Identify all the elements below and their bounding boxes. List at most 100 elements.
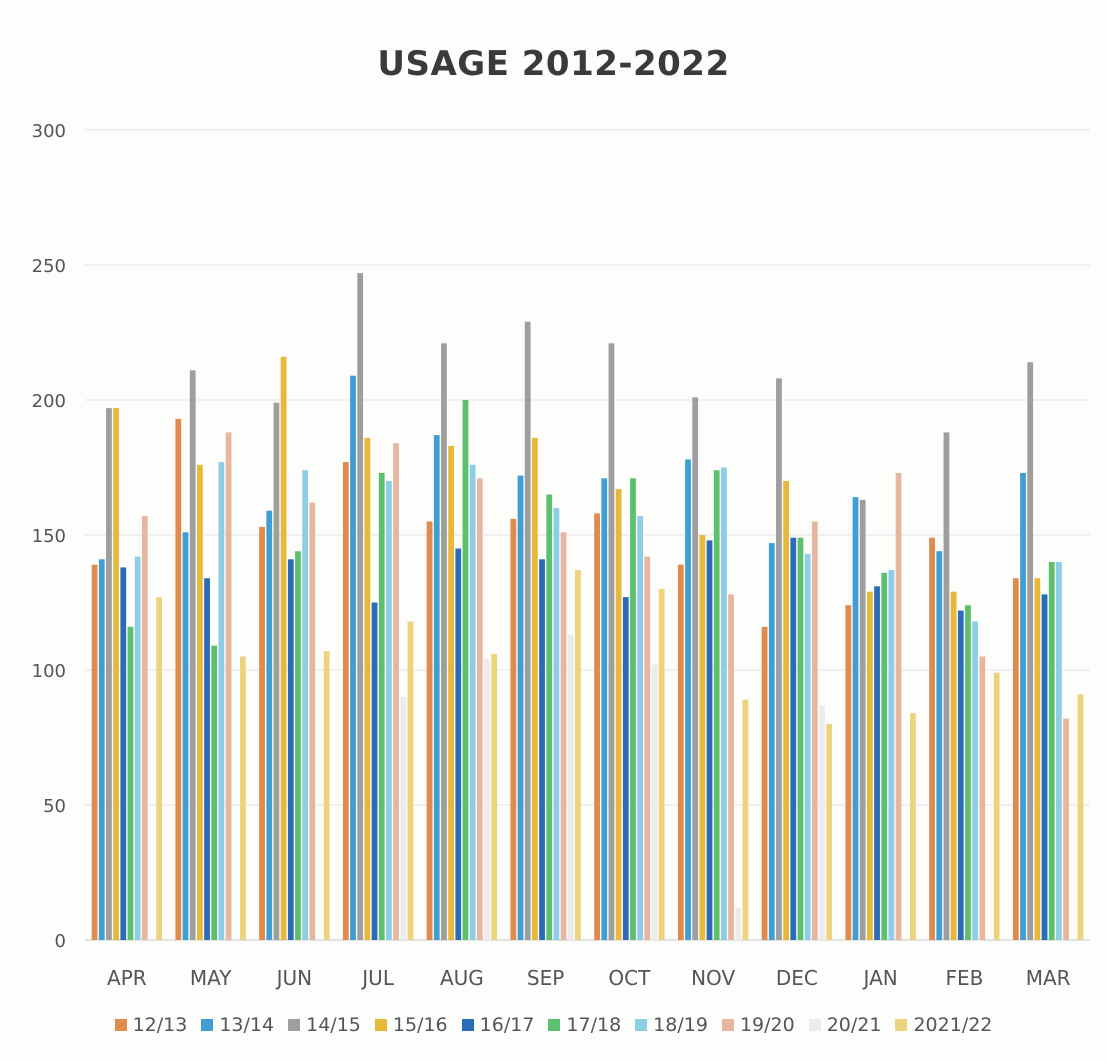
bar-12-13-nov <box>677 564 684 940</box>
bar-17-18-jun <box>295 551 301 940</box>
x-tick-label: NOV <box>691 966 735 990</box>
bar-12-13-apr <box>91 564 98 940</box>
bar-19-20-jul <box>393 443 399 940</box>
bar-12-13-mar <box>1012 578 1019 940</box>
bar-16-17-jan <box>874 586 880 940</box>
bar-15-16-jan <box>866 591 873 940</box>
x-tick-label: APR <box>107 966 147 990</box>
x-tick-label: OCT <box>608 966 651 990</box>
legend-item: 16/17 <box>461 1014 534 1036</box>
bar-19-20-mar <box>1063 718 1069 940</box>
bar-18-19-feb <box>972 621 979 940</box>
bar-13-14-mar <box>1020 472 1026 940</box>
bar-17-18-aug <box>462 400 469 940</box>
bar-18-19-may <box>218 462 225 940</box>
legend-swatch <box>374 1019 387 1031</box>
legend-label: 19/20 <box>739 1014 795 1036</box>
legend-swatch <box>721 1019 734 1031</box>
chart-legend: 12/13 13/14 14/15 15/16 16/17 17/18 18/19 19/20… <box>0 1014 1107 1036</box>
bar-13-14-oct <box>601 478 608 940</box>
legend-label: 14/15 <box>306 1014 361 1036</box>
y-tick-label: 100 <box>32 661 66 682</box>
bar-19-20-sep <box>560 532 567 940</box>
bar-16-17-jul <box>371 602 378 940</box>
bar-13-14-dec <box>768 543 775 940</box>
legend-item: 12/13 <box>114 1014 188 1036</box>
bar-12-13-feb <box>929 537 935 940</box>
bar-13-14-aug <box>433 435 440 940</box>
bar-15-16-oct <box>615 489 622 940</box>
bar-2021-22-oct <box>658 589 665 940</box>
bar-2021-22-dec <box>826 724 833 940</box>
legend-item: 18/19 <box>635 1014 708 1036</box>
bar-13-14-jul <box>350 375 356 940</box>
x-tick-label: JAN <box>862 966 898 990</box>
legend-item: 13/14 <box>201 1014 274 1036</box>
bar-2021-22-apr <box>156 597 163 940</box>
bar-13-14-may <box>182 532 189 940</box>
bar-19-20-aug <box>476 478 483 940</box>
bar-14-15-jun <box>273 402 280 940</box>
bar-18-19-mar <box>1056 562 1062 940</box>
bar-13-14-jun <box>266 510 273 940</box>
bar-15-16-may <box>196 464 203 940</box>
legend-item: 17/18 <box>548 1014 621 1036</box>
bar-16-17-dec <box>790 537 797 940</box>
bar-17-18-feb <box>965 605 971 940</box>
legend-label: 12/13 <box>132 1014 188 1036</box>
bar-2021-22-aug <box>491 653 498 940</box>
legend-swatch <box>114 1019 127 1031</box>
legend-swatch <box>895 1019 908 1031</box>
bar-17-18-nov <box>713 470 720 940</box>
bar-20-21-dec <box>819 705 825 940</box>
legend-swatch <box>461 1019 474 1031</box>
bar-14-15-nov <box>692 397 699 940</box>
bar-18-19-jul <box>386 481 392 940</box>
bar-13-14-apr <box>98 559 105 940</box>
x-tick-label: MAY <box>190 966 232 990</box>
bar-14-15-dec <box>776 378 782 940</box>
legend-label: 15/16 <box>392 1014 448 1036</box>
y-tick-label: 150 <box>32 526 66 547</box>
bar-18-19-dec <box>804 553 811 940</box>
bar-15-16-dec <box>783 481 789 940</box>
legend-swatch <box>635 1019 648 1031</box>
legend-label: 18/19 <box>653 1014 708 1036</box>
bar-18-19-sep <box>553 508 560 940</box>
bar-14-15-oct <box>608 343 615 940</box>
bar-20-21-sep <box>567 634 574 940</box>
bar-18-19-apr <box>134 556 141 940</box>
legend-swatch <box>201 1019 214 1031</box>
bar-20-21-oct <box>651 664 658 940</box>
bar-12-13-aug <box>426 521 433 940</box>
bar-16-17-may <box>204 578 210 940</box>
legend-label: 20/21 <box>826 1014 882 1036</box>
bar-15-16-mar <box>1034 578 1041 940</box>
bar-17-18-oct <box>630 478 636 940</box>
bar-2021-22-jan <box>910 713 916 940</box>
bar-20-21-jul <box>400 697 407 940</box>
bar-17-18-dec <box>797 537 804 940</box>
bar-19-20-apr <box>141 516 148 940</box>
bar-17-18-apr <box>127 626 134 940</box>
bar-15-16-feb <box>950 591 957 940</box>
bar-19-20-may <box>225 432 232 940</box>
bar-2021-22-sep <box>575 570 581 940</box>
bar-14-15-jul <box>357 273 364 941</box>
bar-16-17-nov <box>706 540 713 940</box>
bar-18-19-jun <box>302 470 309 940</box>
bar-17-18-jul <box>378 472 385 940</box>
y-tick-label: 50 <box>43 796 66 817</box>
bar-19-20-dec <box>811 521 818 940</box>
bar-18-19-oct <box>637 516 644 940</box>
legend-label: 17/18 <box>566 1014 622 1036</box>
bar-18-19-nov <box>721 467 727 940</box>
chart-title: USAGE 2012-2022 <box>377 44 730 84</box>
bar-16-17-jun <box>287 559 294 940</box>
legend-item: 15/16 <box>374 1014 448 1036</box>
bar-16-17-sep <box>539 559 545 940</box>
bar-18-19-jan <box>888 570 895 940</box>
bar-2021-22-nov <box>742 699 749 940</box>
legend-item: 19/20 <box>721 1014 795 1036</box>
legend-label: 2021/22 <box>913 1014 993 1036</box>
